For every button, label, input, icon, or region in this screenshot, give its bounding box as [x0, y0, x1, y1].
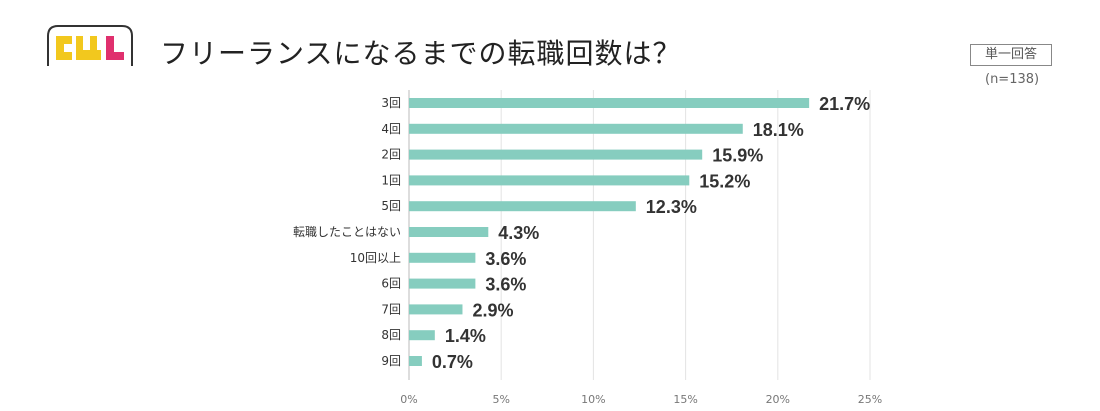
x-tick-label: 5%	[492, 393, 509, 406]
x-tick-label: 20%	[766, 393, 790, 406]
data-label: 1.4%	[445, 326, 486, 346]
data-label: 0.7%	[432, 352, 473, 372]
data-label: 15.9%	[712, 146, 763, 166]
category-label: 4回	[381, 122, 401, 136]
data-label: 4.3%	[498, 223, 539, 243]
chart-title: フリーランスになるまでの転職回数は？	[160, 37, 682, 70]
bar	[409, 252, 476, 263]
x-tick-label: 0%	[400, 393, 417, 406]
x-tick-label: 15%	[673, 393, 697, 406]
sample-size-label: (n=138)	[985, 72, 1040, 87]
bar	[409, 278, 476, 289]
cwl-logo	[47, 25, 133, 66]
bar	[409, 175, 690, 186]
bar	[409, 201, 636, 212]
bar	[409, 304, 463, 315]
category-label: 9回	[381, 354, 401, 368]
logo-letter-c	[56, 36, 72, 60]
category-label: 転職したことはない	[293, 225, 401, 239]
bar	[409, 149, 703, 160]
category-label: 5回	[381, 199, 401, 213]
logo-letter-l	[106, 36, 124, 60]
x-tick-label: 10%	[581, 393, 605, 406]
answer-type-badge: 単一回答	[970, 44, 1052, 66]
bar	[409, 330, 435, 341]
bar	[409, 98, 810, 108]
logo-frame	[47, 25, 133, 66]
category-label: 6回	[381, 277, 401, 291]
data-label: 3.6%	[485, 275, 526, 295]
category-label: 7回	[381, 302, 401, 316]
category-label: 8回	[381, 328, 401, 342]
category-label: 10回以上	[350, 251, 401, 265]
data-label: 21.7%	[819, 94, 870, 114]
data-label: 18.1%	[753, 120, 804, 140]
bar	[409, 123, 743, 134]
x-tick-label: 25%	[858, 393, 882, 406]
category-label: 3回	[381, 96, 401, 110]
data-label: 3.6%	[485, 249, 526, 269]
data-label: 15.2%	[699, 171, 750, 191]
data-label: 12.3%	[646, 197, 697, 217]
logo-letter-w	[76, 36, 101, 60]
category-label: 1回	[381, 173, 401, 187]
category-label: 2回	[381, 148, 401, 162]
bar	[409, 356, 422, 366]
data-label: 2.9%	[472, 300, 513, 320]
bar	[409, 227, 489, 237]
